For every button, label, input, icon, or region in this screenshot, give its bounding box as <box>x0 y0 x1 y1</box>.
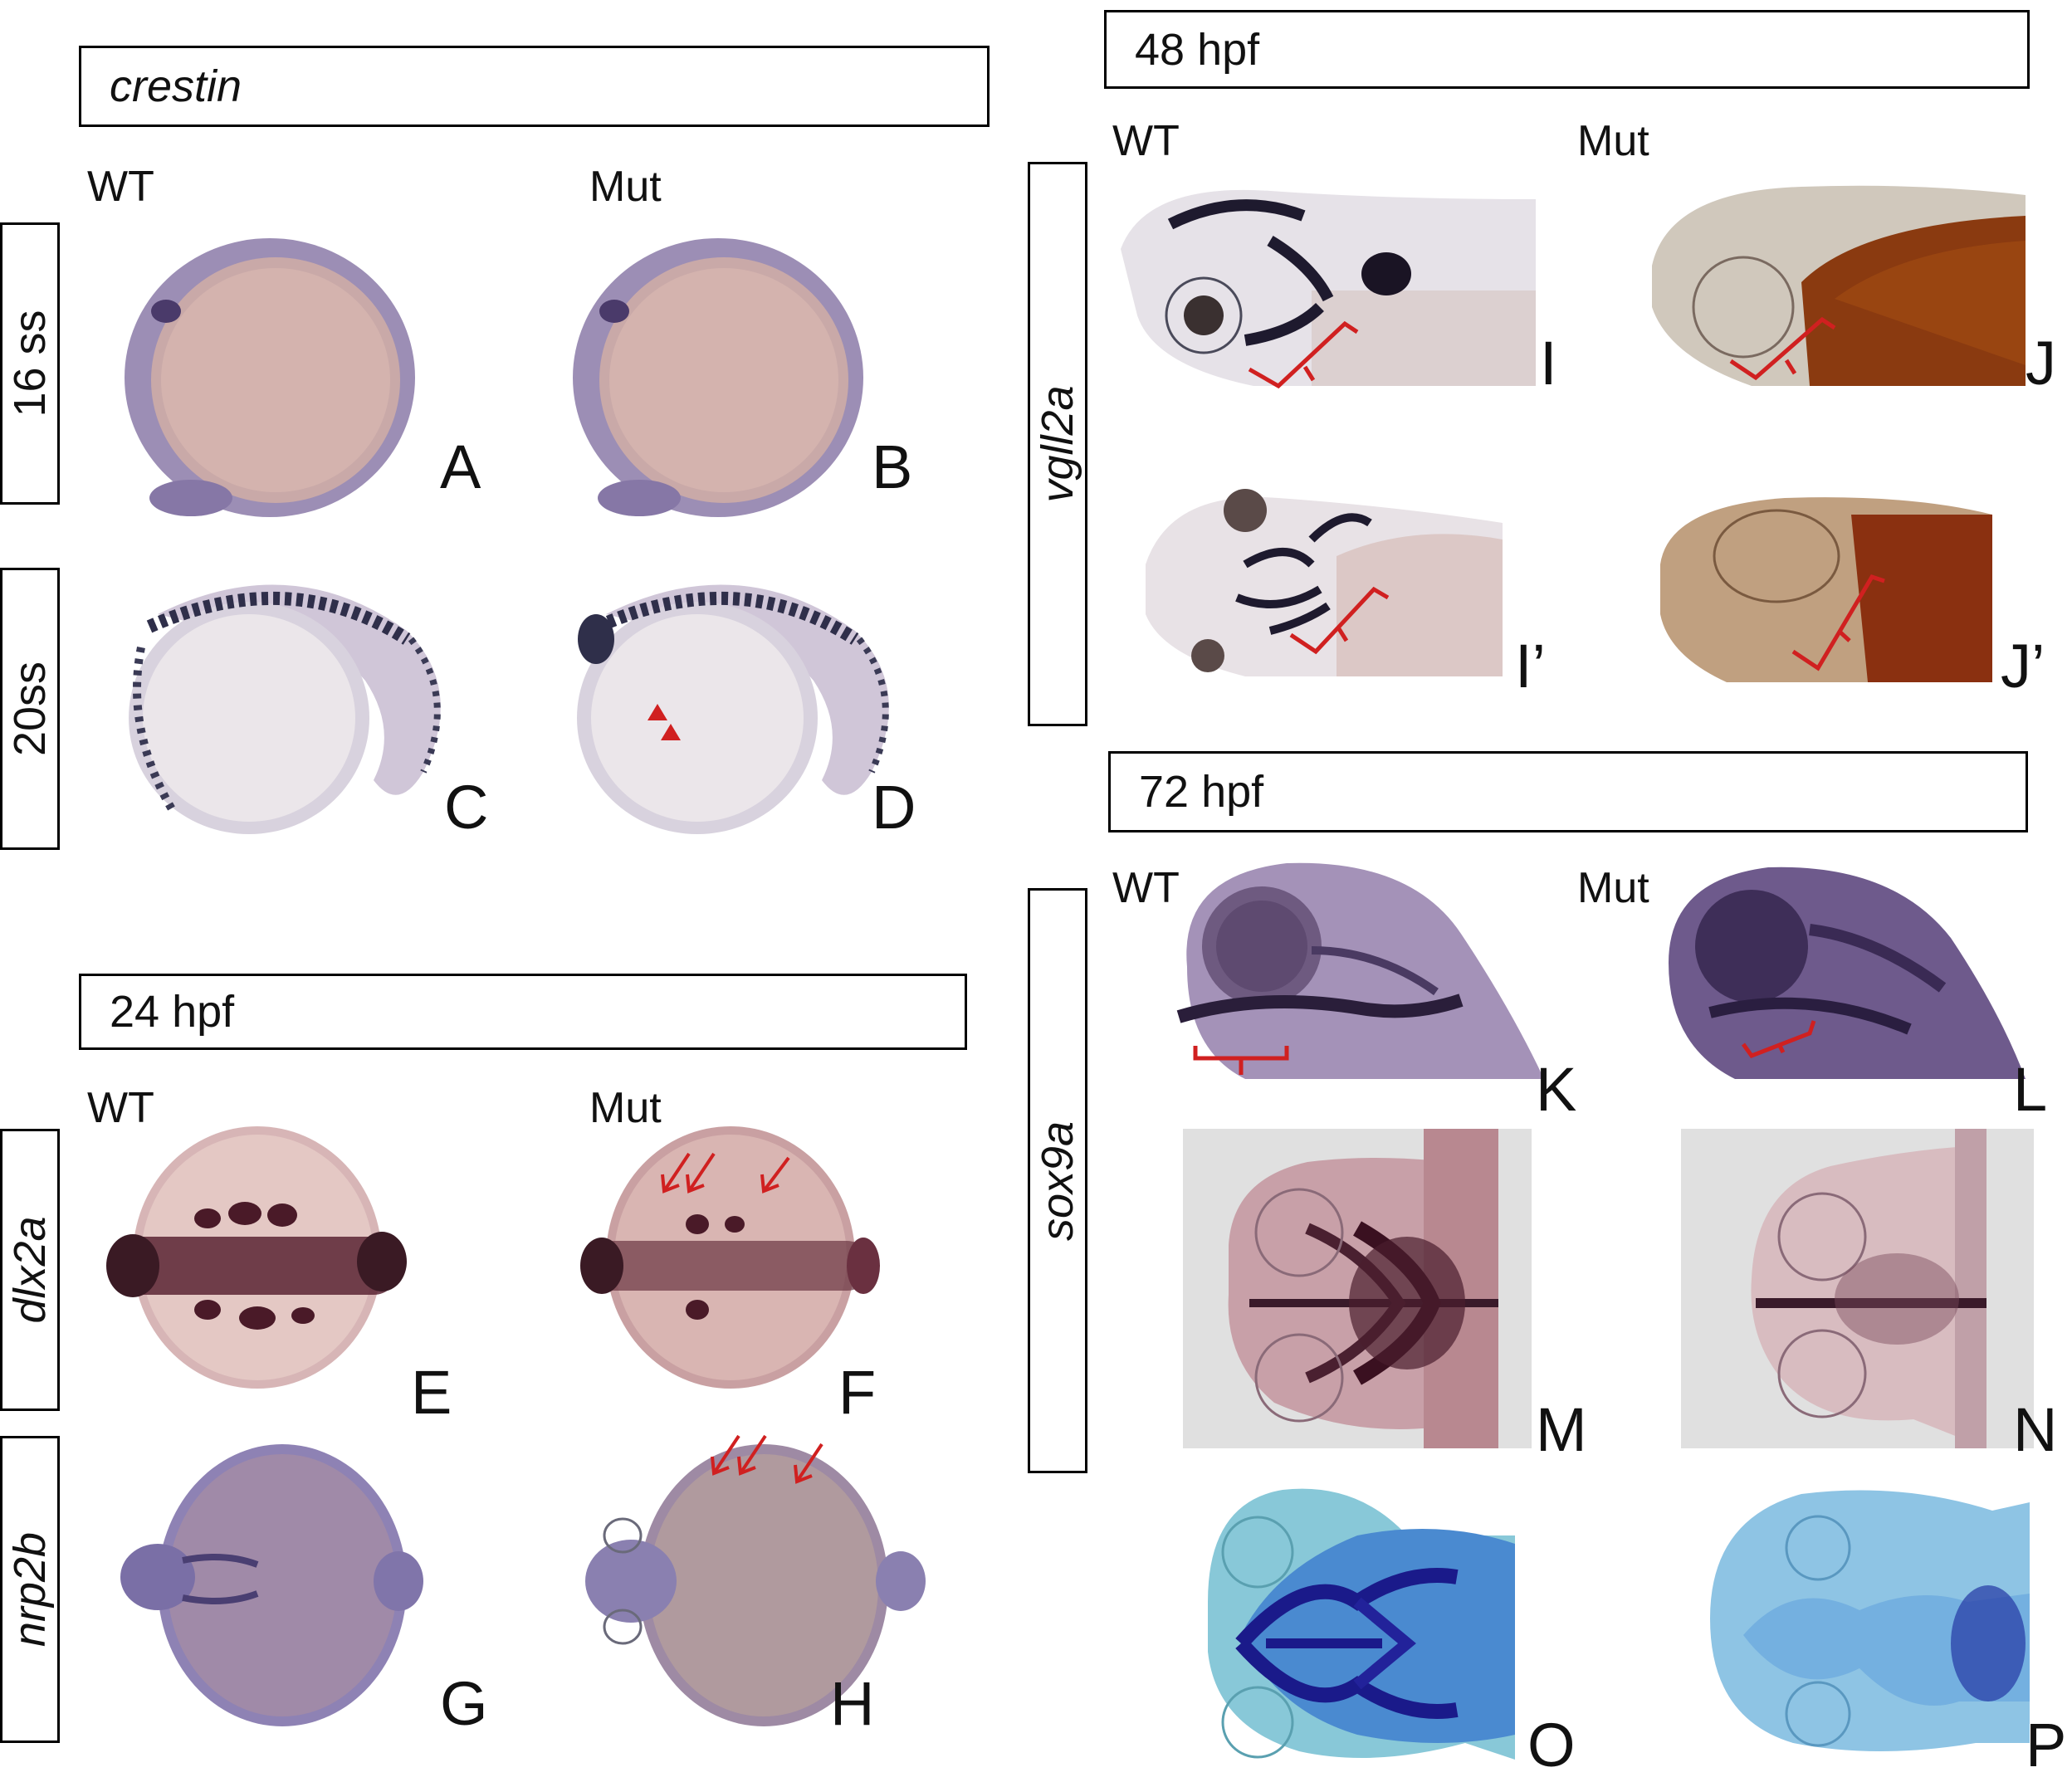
red-bracket-j-prime <box>1791 574 1885 671</box>
red-arrowhead-1 <box>648 704 667 720</box>
gene-sox9a-label: sox9a <box>1033 1120 1082 1241</box>
gene-sox9a-box: sox9a <box>1028 888 1087 1473</box>
panel-label-o: O <box>1527 1711 1576 1780</box>
panel-label-i-prime: I’ <box>1515 632 1546 701</box>
larva-image-j-prime <box>1660 497 1992 682</box>
panel-label-k: K <box>1536 1055 1577 1124</box>
panel-label-j-prime: J’ <box>2001 632 2045 701</box>
embryo-image-b <box>573 238 863 517</box>
hpf72-header: 72 hpf <box>1139 767 1264 817</box>
hpf24-header: 24 hpf <box>110 987 235 1037</box>
panel-label-i: I <box>1540 329 1557 398</box>
mut-label-top: Mut <box>589 163 662 211</box>
wt-label-72: WT <box>1112 864 1180 912</box>
larva-image-l <box>1669 867 2026 1079</box>
larva-image-m <box>1183 1129 1532 1448</box>
mut-label-48: Mut <box>1577 117 1649 165</box>
larva-image-j <box>1652 185 2026 386</box>
crestin-header-box: crestin <box>79 46 990 127</box>
panel-label-a: A <box>440 432 481 501</box>
stage-16ss-box: 16 ss <box>0 222 60 505</box>
red-arrowhead-2 <box>661 724 681 740</box>
mut-label-mid: Mut <box>589 1084 662 1132</box>
panel-label-d: D <box>872 773 916 842</box>
larva-image-p <box>1710 1490 2030 1751</box>
gene-nrp2b-label: nrp2b <box>5 1531 55 1648</box>
panel-label-b: B <box>872 432 913 501</box>
panel-label-m: M <box>1536 1395 1587 1464</box>
gene-vgll2a-label: vgll2a <box>1033 385 1082 503</box>
hpf72-header-box: 72 hpf <box>1108 751 2028 832</box>
embryo-image-d <box>577 584 889 834</box>
panel-label-e: E <box>411 1358 452 1427</box>
embryo-image-f <box>580 1126 880 1389</box>
larva-image-o <box>1208 1488 1515 1760</box>
red-bracket-l <box>1741 1020 1816 1059</box>
embryo-image-g <box>120 1444 423 1726</box>
larva-image-n <box>1681 1129 2034 1448</box>
hpf48-header: 48 hpf <box>1135 24 1260 75</box>
red-bracket-i <box>1248 320 1359 389</box>
red-bracket-i-prime <box>1289 586 1390 655</box>
stage-20ss-label: 20ss <box>5 661 55 757</box>
red-arrows-h <box>711 1434 823 1484</box>
panel-label-n: N <box>2013 1395 2058 1464</box>
stage-16ss-label: 16 ss <box>5 310 55 417</box>
gene-dlx2a-label: dlx2a <box>5 1216 55 1324</box>
embryo-image-a <box>125 238 415 517</box>
panel-label-p: P <box>2026 1711 2067 1780</box>
larva-image-i <box>1121 189 1536 389</box>
gene-vgll2a-box: vgll2a <box>1028 162 1087 726</box>
panel-label-f: F <box>838 1358 877 1427</box>
red-bracket-k <box>1193 1046 1289 1075</box>
gene-nrp2b-box: nrp2b <box>0 1436 60 1743</box>
larva-image-i-prime <box>1146 489 1503 676</box>
embryo-image-c <box>129 584 441 834</box>
hpf24-header-box: 24 hpf <box>79 974 967 1050</box>
mut-label-72: Mut <box>1577 864 1649 912</box>
wt-label-mid: WT <box>87 1084 154 1132</box>
panel-label-g: G <box>440 1669 488 1738</box>
red-arrows-f <box>661 1152 790 1194</box>
panel-label-c: C <box>444 773 489 842</box>
panel-label-l: L <box>2013 1055 2048 1124</box>
wt-label-top: WT <box>87 163 154 211</box>
larva-image-k <box>1176 862 1544 1079</box>
wt-label-48: WT <box>1112 117 1180 165</box>
crestin-header: crestin <box>110 61 242 111</box>
embryo-image-e <box>106 1126 407 1389</box>
stage-20ss-box: 20ss <box>0 568 60 850</box>
panel-label-h: H <box>830 1669 875 1738</box>
panel-label-j: J <box>2026 329 2056 398</box>
hpf48-header-box: 48 hpf <box>1104 10 2030 89</box>
gene-dlx2a-box: dlx2a <box>0 1129 60 1411</box>
red-bracket-j <box>1729 316 1836 381</box>
embryo-image-h <box>585 1434 926 1726</box>
